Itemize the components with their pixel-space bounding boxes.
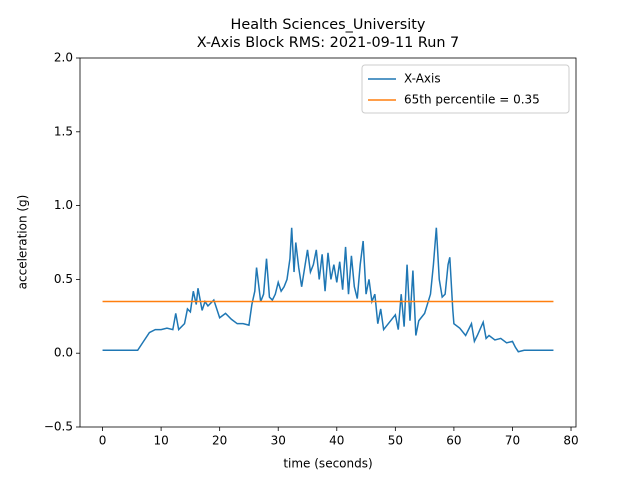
x-tick-label: 10 xyxy=(153,434,168,448)
y-tick-label: 2.0 xyxy=(54,51,73,65)
legend-label: 65th percentile = 0.35 xyxy=(404,93,540,107)
x-tick-label: 70 xyxy=(505,434,520,448)
x-tick-label: 50 xyxy=(388,434,403,448)
y-tick-label: 1.0 xyxy=(54,198,73,212)
data-line xyxy=(102,227,554,353)
chart-title: Health Sciences_University xyxy=(231,17,426,33)
y-tick-label: 0.0 xyxy=(54,346,73,360)
x-tick-label: 30 xyxy=(271,434,286,448)
x-tick-label: 20 xyxy=(212,434,227,448)
x-tick-label: 40 xyxy=(329,434,344,448)
legend-box xyxy=(361,64,570,114)
y-axis-label: acceleration (g) xyxy=(16,195,30,290)
y-tick-label: 1.5 xyxy=(54,124,73,138)
y-tick-label: 0.5 xyxy=(54,272,73,286)
x-tick-label: 0 xyxy=(99,434,107,448)
chart-subtitle: X-Axis Block RMS: 2021-09-11 Run 7 xyxy=(197,35,459,51)
legend-label: X-Axis xyxy=(404,72,441,86)
plot-frame xyxy=(79,57,577,428)
x-axis-label: time (seconds) xyxy=(283,457,372,471)
x-tick-label: 60 xyxy=(446,434,461,448)
x-tick-label: 80 xyxy=(563,434,578,448)
y-tick-label: −0.5 xyxy=(44,420,73,434)
